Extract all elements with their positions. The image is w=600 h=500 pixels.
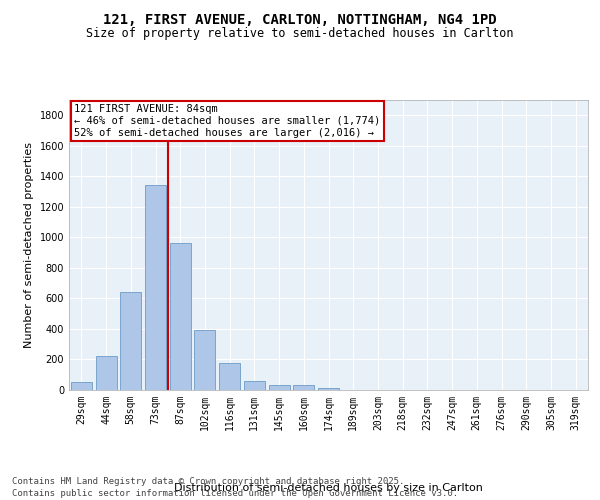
- Text: 121, FIRST AVENUE, CARLTON, NOTTINGHAM, NG4 1PD: 121, FIRST AVENUE, CARLTON, NOTTINGHAM, …: [103, 12, 497, 26]
- Bar: [269, 386, 290, 390]
- Text: Size of property relative to semi-detached houses in Carlton: Size of property relative to semi-detach…: [86, 28, 514, 40]
- Y-axis label: Number of semi-detached properties: Number of semi-detached properties: [24, 142, 34, 348]
- Bar: [244, 381, 265, 390]
- Text: Contains public sector information licensed under the Open Government Licence v3: Contains public sector information licen…: [12, 489, 458, 498]
- Bar: [145, 186, 166, 390]
- Text: 121 FIRST AVENUE: 84sqm
← 46% of semi-detached houses are smaller (1,774)
52% of: 121 FIRST AVENUE: 84sqm ← 46% of semi-de…: [74, 104, 380, 138]
- X-axis label: Distribution of semi-detached houses by size in Carlton: Distribution of semi-detached houses by …: [174, 483, 483, 493]
- Bar: [120, 292, 141, 390]
- Text: Contains HM Land Registry data © Crown copyright and database right 2025.: Contains HM Land Registry data © Crown c…: [12, 478, 404, 486]
- Bar: [95, 356, 116, 390]
- Bar: [318, 388, 339, 390]
- Bar: [194, 330, 215, 390]
- Bar: [293, 386, 314, 390]
- Bar: [219, 362, 240, 390]
- Bar: [170, 244, 191, 390]
- Bar: [71, 382, 92, 390]
